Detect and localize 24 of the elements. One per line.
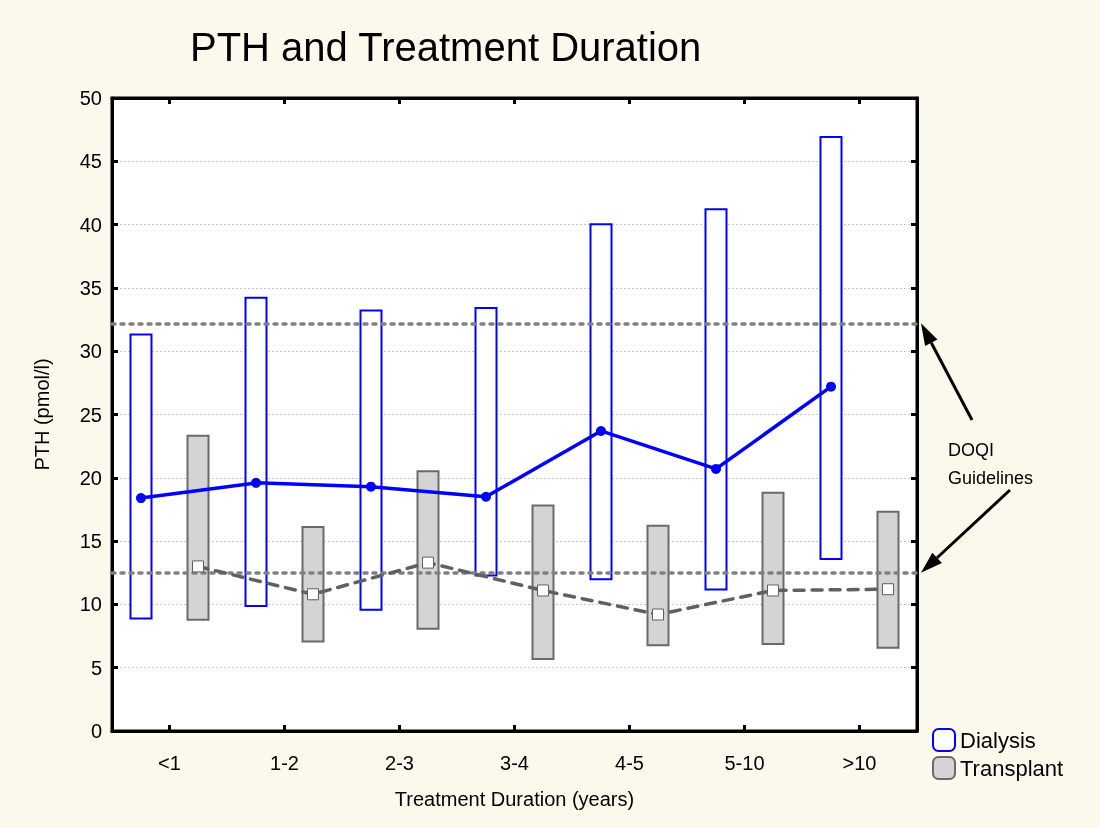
x-tick-label: <1: [158, 752, 181, 774]
chart-title: PTH and Treatment Duration: [190, 25, 702, 69]
x-tick-label: 3-4: [500, 752, 529, 774]
x-axis-title: Treatment Duration (years): [394, 788, 635, 810]
y-tick-label: 15: [79, 530, 102, 553]
legend-label: Dialysis: [960, 727, 1036, 753]
x-tick-label: 5-10: [724, 752, 765, 774]
legend-label: Transplant: [960, 755, 1064, 781]
y-tick-label: 45: [79, 150, 102, 173]
y-tick-label: 0: [90, 720, 102, 742]
y-tick-label: 5: [90, 656, 102, 679]
x-tick-label: 1-2: [270, 752, 299, 774]
y-tick-label: 20: [79, 466, 102, 489]
y-tick-label: 30: [79, 340, 102, 363]
y-tick-label: 40: [79, 213, 102, 236]
text: DOQI Guidelines: [948, 440, 1034, 488]
y-tick-label: 50: [79, 87, 102, 109]
x-tick-label: 2-3: [385, 752, 414, 774]
x-tick-label: >10: [842, 752, 877, 774]
y-tick-label: 25: [79, 403, 102, 426]
x-tick-label: 4-5: [615, 752, 644, 774]
y-axis-title: PTH (pmol/l): [31, 358, 53, 471]
y-tick-label: 35: [79, 276, 102, 299]
y-tick-label: 10: [79, 593, 102, 616]
